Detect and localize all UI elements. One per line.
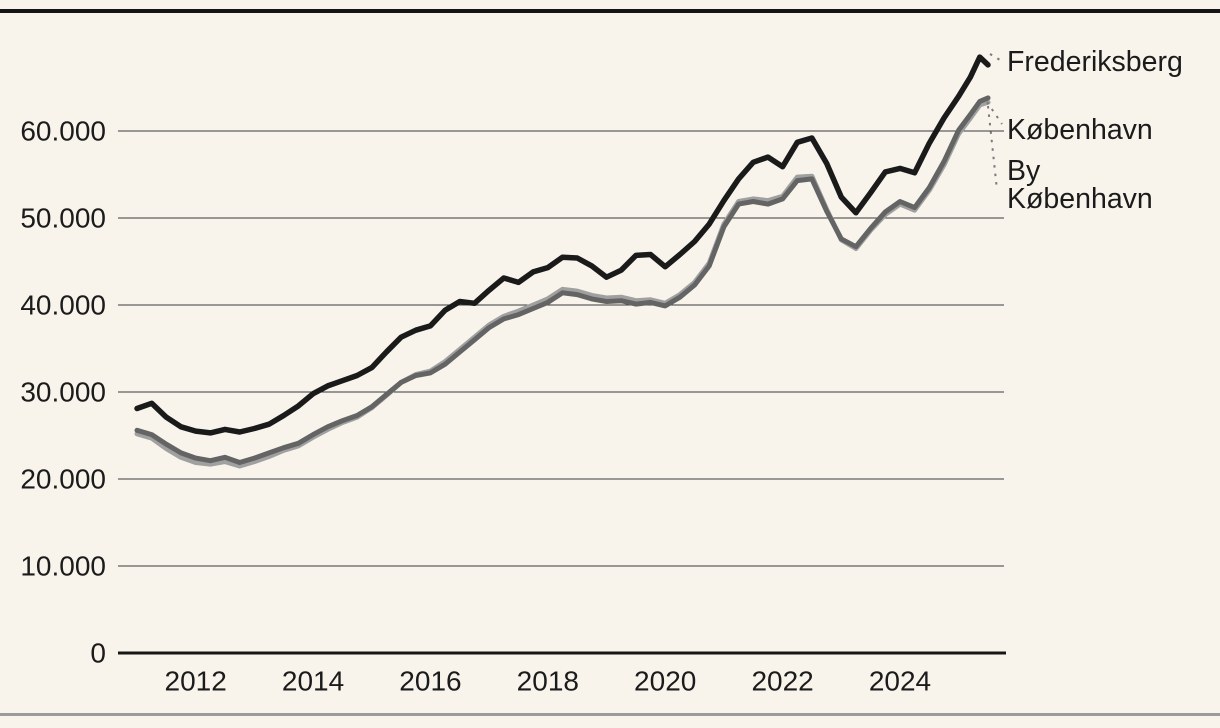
leader-line (989, 53, 1001, 61)
series-line-by-københavn (134, 99, 991, 469)
x-axis-label: 2016 (399, 666, 461, 697)
leader-line (986, 101, 1003, 125)
series-line-frederiksberg (134, 54, 991, 436)
x-axis-label: 2012 (165, 666, 227, 697)
top-border (0, 9, 1220, 13)
series-label: København (1007, 183, 1153, 215)
leader-line (987, 105, 998, 191)
series-label: Frederiksberg (1007, 46, 1183, 78)
x-axis-label: 2020 (634, 666, 696, 697)
series-label: By (1007, 155, 1041, 187)
bottom-border (0, 713, 1220, 716)
y-axis-label: 20.000 (20, 464, 106, 495)
series-line-københavn (134, 95, 991, 465)
y-axis-label: 60.000 (20, 116, 106, 147)
x-axis-label: 2014 (282, 666, 344, 697)
y-axis-label: 10.000 (20, 551, 106, 582)
series-label: København (1007, 114, 1153, 146)
x-axis-label: 2024 (869, 666, 931, 697)
x-axis-label: 2022 (751, 666, 813, 697)
y-axis-label: 50.000 (20, 203, 106, 234)
y-axis-label: 40.000 (20, 290, 106, 321)
y-axis-label: 30.000 (20, 377, 106, 408)
x-axis-label: 2018 (517, 666, 579, 697)
y-axis-label: 0 (90, 638, 106, 669)
